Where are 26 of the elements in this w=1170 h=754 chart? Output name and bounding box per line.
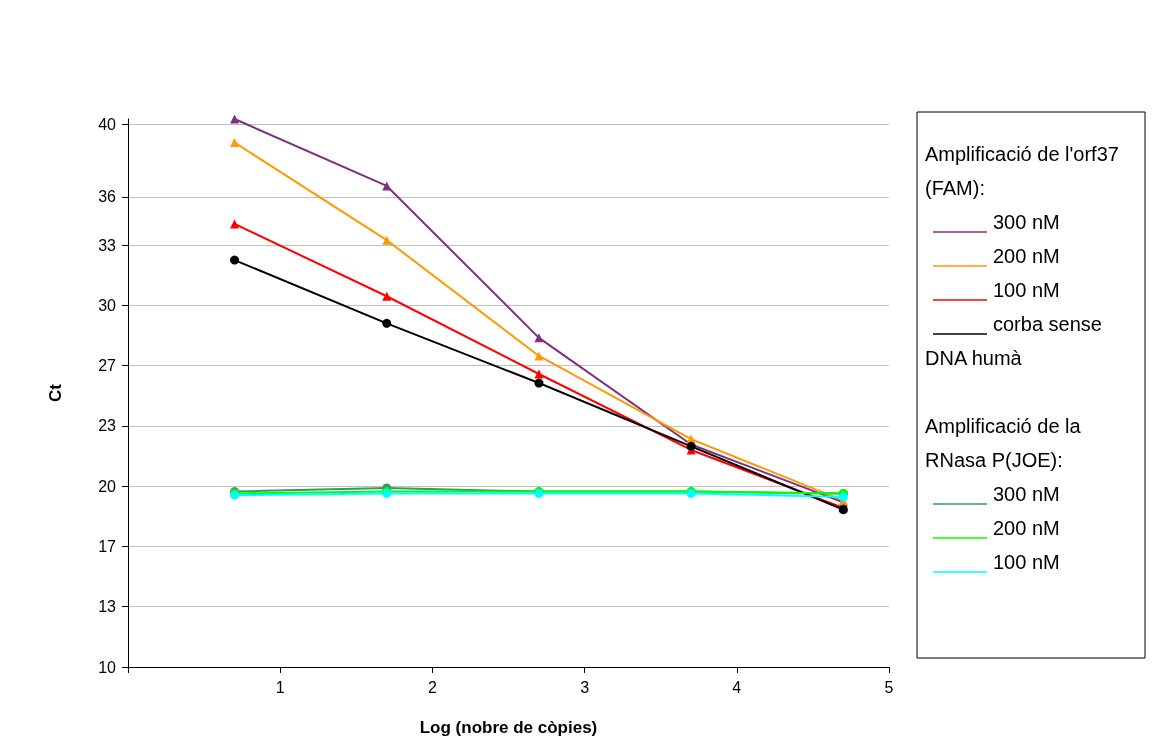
y-tick-label: 23 — [98, 417, 117, 435]
y-tick-label: 17 — [98, 537, 117, 555]
y-tick-label: 40 — [98, 115, 117, 133]
legend-label: 100 nM — [993, 551, 1060, 573]
x-tick-label: 5 — [884, 678, 894, 696]
y-tick-label: 27 — [98, 357, 117, 375]
y-tick-label: 30 — [98, 296, 117, 314]
x-tick-label: 1 — [275, 678, 285, 696]
legend-label: 200 nM — [993, 245, 1060, 267]
y-tick-label: 33 — [98, 236, 117, 254]
x-tick-label: 4 — [732, 678, 742, 696]
text: Amplificació de l'orf37 (FAM): — [925, 143, 1119, 199]
y-tick-label: 10 — [98, 658, 117, 676]
y-axis-title: Ct — [46, 383, 65, 402]
legend-label: 100 nM — [993, 279, 1060, 301]
legend-label: 200 nM — [993, 517, 1060, 539]
y-tick-label: 36 — [98, 188, 117, 206]
y-tick-label: 20 — [98, 477, 117, 495]
legend-label: 300 nM — [993, 483, 1060, 505]
legend-label: 300 nM — [993, 211, 1060, 233]
x-axis-title: Log (nobre de còpies) — [419, 718, 598, 737]
text: Amplificació de la RNasa P(JOE): — [925, 415, 1082, 471]
x-tick-label: 2 — [427, 678, 437, 696]
legend-label: corba sense DNA humà — [925, 313, 1102, 369]
y-tick-label: 13 — [98, 598, 117, 616]
x-tick-label: 3 — [580, 678, 590, 696]
